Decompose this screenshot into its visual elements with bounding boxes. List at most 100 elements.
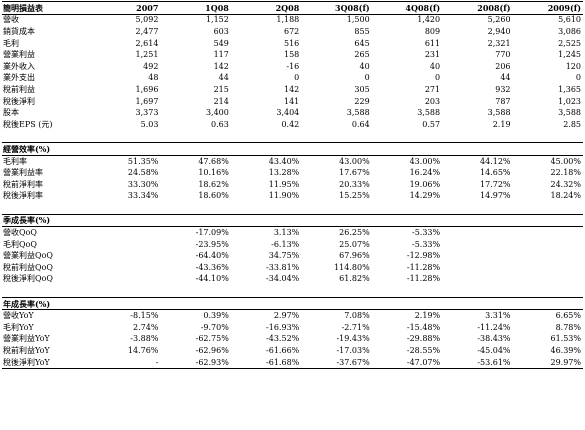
row-label: 營業利益QoQ [3, 251, 53, 261]
section-spacer [2, 202, 583, 214]
column-header-cell: 2008(f) [442, 1, 513, 15]
value-cell: 1,245 [558, 50, 581, 60]
value-cell: 29.97% [512, 356, 583, 370]
column-header-row: 簡明損益表 2007 1Q08 2Q08 3Q08(f) 4Q08(f) 2008(f) 20… [2, 1, 583, 15]
column-header-cell: 3Q08(f) [301, 1, 372, 15]
section-header-cell [301, 296, 372, 311]
value-cell: 34.75% [268, 251, 300, 261]
section-header-cell [371, 142, 443, 156]
value-cell: 33.30% [127, 179, 159, 189]
value-cell [90, 227, 160, 239]
table-row: 稅後淨利率 33.34% 18.60% 11.90% 15.25% 14.29% 14.97… [2, 191, 583, 203]
spacer-cell [2, 202, 583, 214]
value-cell: 214 [213, 96, 229, 106]
value-cell: 231 [424, 50, 441, 60]
value-cell: 3,588 [417, 108, 441, 118]
column-header-cell: 2Q08 [230, 1, 302, 15]
value-cell: - [90, 356, 161, 370]
table-row: 營業利益YoY -3.88% -62.75% -43.52% -19.43% -29.88… [2, 334, 583, 346]
value-cell [513, 262, 583, 274]
value-cell: 43.40% [268, 156, 300, 166]
value-cell [442, 250, 512, 262]
column-header-cell: 2007 [90, 1, 161, 15]
section-header-cell [160, 296, 231, 311]
value-cell: 44.12% [480, 156, 511, 166]
value-cell: -64.40% [195, 251, 229, 261]
value-cell: 271 [424, 84, 441, 94]
section-header-cell [90, 142, 161, 156]
value-cell: 5,260 [487, 15, 511, 25]
value-cell: 2.19 [492, 119, 511, 129]
value-cell: -62.93% [160, 356, 231, 370]
value-cell: 549 [213, 38, 229, 48]
row-label: 稅後淨利QoQ [3, 274, 53, 284]
value-cell: 645 [354, 38, 370, 48]
value-cell: -38.43% [477, 334, 511, 344]
value-cell: 0.57 [422, 119, 441, 129]
value-cell: 206 [495, 61, 511, 71]
value-cell: 48 [148, 73, 159, 83]
value-cell: -6.13% [271, 239, 300, 249]
value-cell: -61.68% [230, 356, 302, 370]
value-cell: 492 [143, 61, 159, 71]
value-cell: 516 [283, 38, 300, 48]
section-header-cell [512, 296, 583, 311]
table-row: 營收 5,092 1,152 1,188 1,500 1,420 5,260 5,610 [2, 14, 583, 26]
value-cell: 932 [495, 84, 511, 94]
value-cell [90, 250, 160, 262]
section-title: 簡明損益表 [2, 1, 90, 15]
value-cell: -53.61% [442, 356, 513, 370]
table-row: 銷貨成本 2,477 603 672 855 809 2,940 3,086 [2, 26, 583, 38]
value-cell [442, 262, 512, 274]
value-cell: 26.25% [339, 228, 370, 238]
value-cell: 0.64 [351, 119, 370, 129]
row-label: 業外支出 [3, 73, 35, 83]
value-cell: -19.43% [336, 334, 370, 344]
value-cell: 14.65% [480, 168, 511, 178]
table-row: 毛利 2,614 549 516 645 611 2,321 2,525 [2, 38, 583, 50]
value-cell: 5,610 [558, 15, 581, 25]
value-cell: 44 [500, 73, 511, 83]
section-header-cell [442, 213, 513, 228]
value-cell: -62.75% [195, 334, 229, 344]
value-cell: 215 [213, 84, 229, 94]
value-cell: -45.04% [477, 346, 511, 356]
table-row: 營業利益 1,251 117 158 265 231 770 1,245 [2, 49, 583, 61]
value-cell: -28.55% [406, 346, 441, 356]
value-cell: 16.24% [409, 168, 441, 178]
value-cell: 3,588 [346, 108, 370, 118]
value-cell: 1,500 [346, 15, 370, 25]
value-cell: 1,152 [205, 15, 229, 25]
value-cell: 40 [359, 61, 370, 71]
value-cell: 114.80% [334, 262, 370, 272]
value-cell: 18.60% [198, 191, 229, 201]
value-cell: 44 [218, 73, 229, 83]
table-row: 稅後淨利YoY - -62.93% -61.68% -37.67% -47.07% -53.… [2, 356, 583, 370]
row-label: 毛利YoY [3, 322, 34, 332]
section-header-cell [301, 213, 372, 228]
value-cell: 2,614 [135, 38, 159, 48]
row-label: 營業利益率 [3, 168, 43, 178]
row-label: 股本 [3, 108, 19, 118]
value-cell: 43.00% [409, 156, 441, 166]
section-header-cell [230, 213, 302, 228]
value-cell: 229 [354, 96, 370, 106]
row-label: 稅後淨利 [3, 96, 35, 106]
value-cell: 25.07% [339, 239, 370, 249]
value-cell: 0.63 [211, 119, 229, 129]
value-cell: -5.33% [411, 239, 441, 249]
value-cell: 3,588 [487, 108, 511, 118]
section-header-cell [301, 142, 372, 156]
value-cell: -44.10% [195, 274, 229, 284]
value-cell: 203 [424, 96, 441, 106]
value-cell: -3.88% [130, 334, 159, 344]
value-cell: 19.06% [409, 179, 441, 189]
section-header-cell [90, 296, 161, 311]
value-cell [513, 239, 583, 251]
table-row: 營業利益率 24.58% 10.16% 13.28% 17.67% 16.24% 14.65… [2, 167, 583, 179]
value-cell: 20.33% [339, 179, 370, 189]
value-cell [513, 227, 583, 239]
table-row: 毛利QoQ -23.95% -6.13% 25.07% -5.33% [2, 239, 583, 251]
spacer-cell [2, 131, 583, 143]
row-label: 稅前利益 [3, 84, 35, 94]
